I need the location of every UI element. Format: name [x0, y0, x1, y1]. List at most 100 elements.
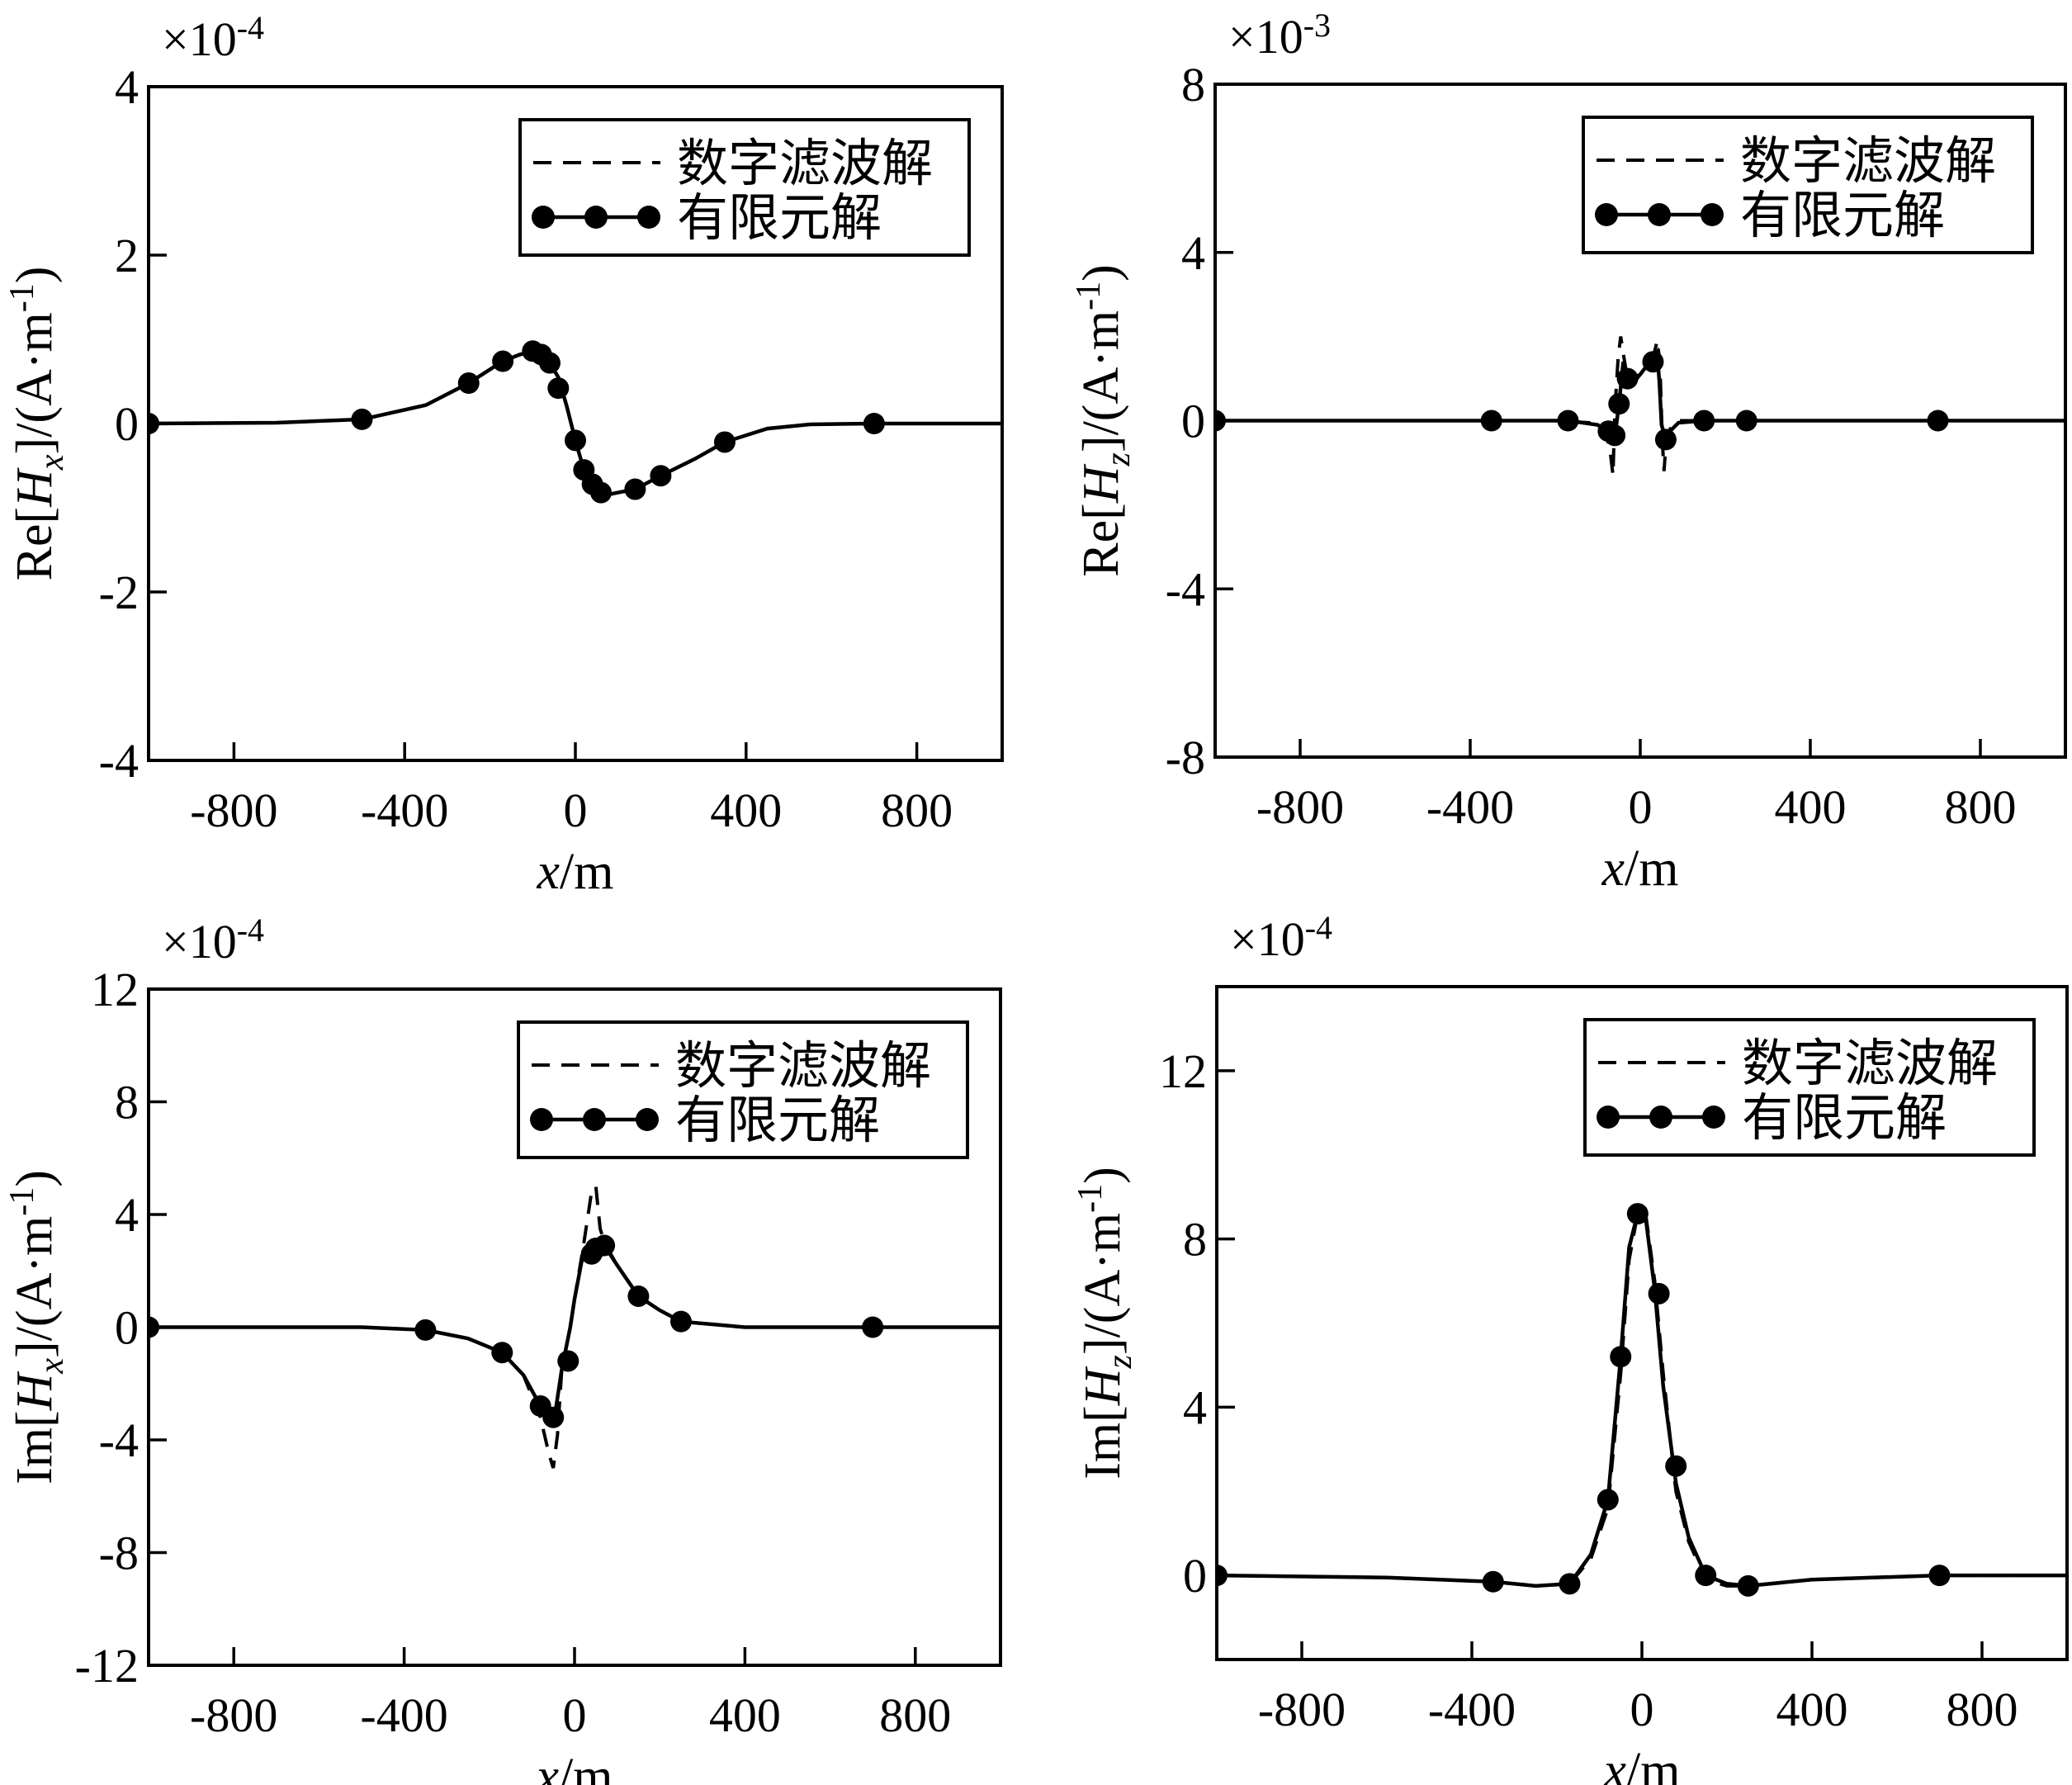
legend-swatch-marker — [637, 206, 660, 229]
series-marker-fem — [1928, 1565, 1951, 1587]
legend-label-digital-filter: 数字滤波解 — [675, 1035, 931, 1096]
series-marker-fem — [1608, 393, 1630, 415]
series-marker-fem — [149, 1316, 159, 1338]
y-axis-end: ) — [7, 1170, 63, 1187]
series-marker-fem — [627, 1285, 650, 1307]
legend-swatch-marker — [583, 1108, 606, 1131]
series-marker-fem — [1616, 367, 1639, 390]
y-tick-label: 8 — [115, 1076, 139, 1129]
legend-swatch-marker — [1649, 1106, 1672, 1129]
x-axis-var: x — [1603, 1743, 1627, 1785]
exponent-base: ×10 — [1228, 10, 1303, 64]
series-marker-fem — [1665, 1455, 1687, 1477]
x-tick-label: 800 — [1945, 780, 2017, 834]
y-axis-prefix: Re[ — [1073, 503, 1129, 577]
plot-area — [1217, 1203, 2067, 1597]
legend-label-fem: 有限元解 — [677, 187, 882, 248]
series-line-digital-filter — [1215, 336, 2065, 476]
series-marker-fem — [594, 1234, 616, 1257]
series-marker-fem — [1559, 1573, 1581, 1595]
series-marker-fem — [414, 1319, 437, 1341]
axis-exponent-label: ×10-3 — [1228, 7, 1331, 64]
panel-im-hx: -800 -400 0 400 800-12-8-404812×10-4x/mIm[Hx… — [3, 911, 1002, 1785]
series-marker-fem — [713, 431, 736, 453]
y-tick-label: 4 — [1183, 1380, 1207, 1434]
series-marker-fem — [547, 377, 570, 400]
series-marker-fem — [149, 413, 159, 434]
y-tick-label: 0 — [1181, 395, 1205, 448]
x-tick-label: 800 — [881, 784, 953, 837]
series-marker-fem — [492, 350, 514, 372]
x-axis-title: x/m — [537, 844, 614, 900]
plot-area — [149, 1181, 1001, 1469]
y-axis-end: ) — [1075, 1167, 1131, 1184]
series-marker-fem — [457, 372, 480, 395]
axis-exponent-label: ×10-4 — [162, 9, 264, 66]
x-tick-label: 0 — [564, 784, 588, 837]
series-marker-fem — [862, 1316, 884, 1338]
y-axis-title: Re[Hz]/(A·m-1) — [1070, 264, 1138, 577]
axis-exponent-label: ×10-4 — [162, 911, 264, 968]
legend-label-fem: 有限元解 — [1742, 1087, 1947, 1148]
x-tick-label: -800 — [1256, 780, 1344, 834]
y-axis-superscript: -1 — [1070, 282, 1108, 310]
y-axis-prefix: Im[ — [1075, 1405, 1131, 1480]
legend-label-digital-filter: 数字滤波解 — [1742, 1033, 1998, 1093]
y-axis-var: H — [7, 467, 63, 508]
x-axis-unit: /m — [1626, 1743, 1680, 1785]
y-tick-label: 4 — [115, 1188, 139, 1242]
series-marker-fem — [1215, 410, 1226, 432]
x-tick-label: -800 — [190, 784, 277, 837]
legend-box — [1583, 1018, 2036, 1157]
legend-label-fem: 有限元解 — [1740, 185, 1945, 245]
series-marker-fem — [1604, 424, 1626, 447]
x-tick-label: 400 — [1776, 1683, 1848, 1736]
y-axis-prefix: Re[ — [7, 507, 63, 581]
series-line-fem — [1217, 1210, 2067, 1589]
y-axis-superscript: -1 — [3, 283, 41, 312]
axis-exponent-label: ×10-4 — [1230, 909, 1332, 966]
legend-swatch-marker — [532, 206, 555, 229]
panel-re-hz: -800 -400 0 400 800 -8 -4 0 4 8 ×10-3 x/m Re[Hz]/(A·… — [1070, 7, 2067, 897]
series-marker-fem — [538, 352, 561, 374]
y-tick-label: 8 — [1181, 58, 1205, 111]
y-axis-suffix: ]/(A·m — [7, 312, 63, 454]
series-marker-fem — [565, 429, 586, 452]
y-axis-suffix: ]/(A·m — [1075, 1213, 1131, 1355]
x-tick-label: 800 — [879, 1688, 951, 1742]
exponent-power: -4 — [237, 9, 264, 46]
series-marker-fem — [624, 478, 646, 500]
legend-box — [517, 1020, 969, 1159]
series-marker-fem — [491, 1342, 513, 1364]
exponent-base: ×10 — [162, 12, 237, 66]
series-marker-fem — [1217, 1565, 1228, 1587]
series-marker-fem — [1693, 410, 1715, 432]
y-tick-label: 4 — [115, 60, 139, 114]
y-tick-label: -12 — [75, 1639, 139, 1693]
y-axis-var: H — [7, 1371, 63, 1411]
series-marker-fem — [590, 481, 613, 504]
x-axis-title: x/m — [1603, 1743, 1681, 1785]
series-marker-fem — [1626, 1203, 1649, 1225]
y-tick-label: 12 — [1159, 1044, 1207, 1098]
y-tick-label: -4 — [99, 1413, 139, 1467]
exponent-power: -3 — [1303, 7, 1331, 44]
x-tick-label: -800 — [1258, 1683, 1346, 1736]
legend-label-fem: 有限元解 — [675, 1090, 880, 1150]
series-marker-fem — [1654, 428, 1677, 451]
x-axis-unit: /m — [560, 844, 613, 900]
series-marker-fem — [351, 408, 373, 430]
x-axis-unit: /m — [1625, 840, 1678, 897]
x-tick-label: 400 — [1775, 780, 1847, 834]
y-axis-end: ) — [7, 267, 63, 284]
panel-re-hx: -800 -400 0 400 800-4-2024×10-4x/mRe[Hx]/(A·… — [3, 9, 1004, 900]
exponent-base: ×10 — [1230, 912, 1305, 966]
y-axis-title: Im[Hx]/(A·m-1) — [3, 1170, 71, 1484]
y-axis-subscript: z — [1101, 1355, 1139, 1369]
series-marker-fem — [542, 1406, 565, 1428]
legend-swatch-marker — [636, 1108, 659, 1131]
y-tick-label: -8 — [1166, 731, 1205, 784]
legend-swatch-marker — [1597, 1106, 1620, 1129]
y-axis-suffix: ]/(A·m — [7, 1216, 63, 1358]
